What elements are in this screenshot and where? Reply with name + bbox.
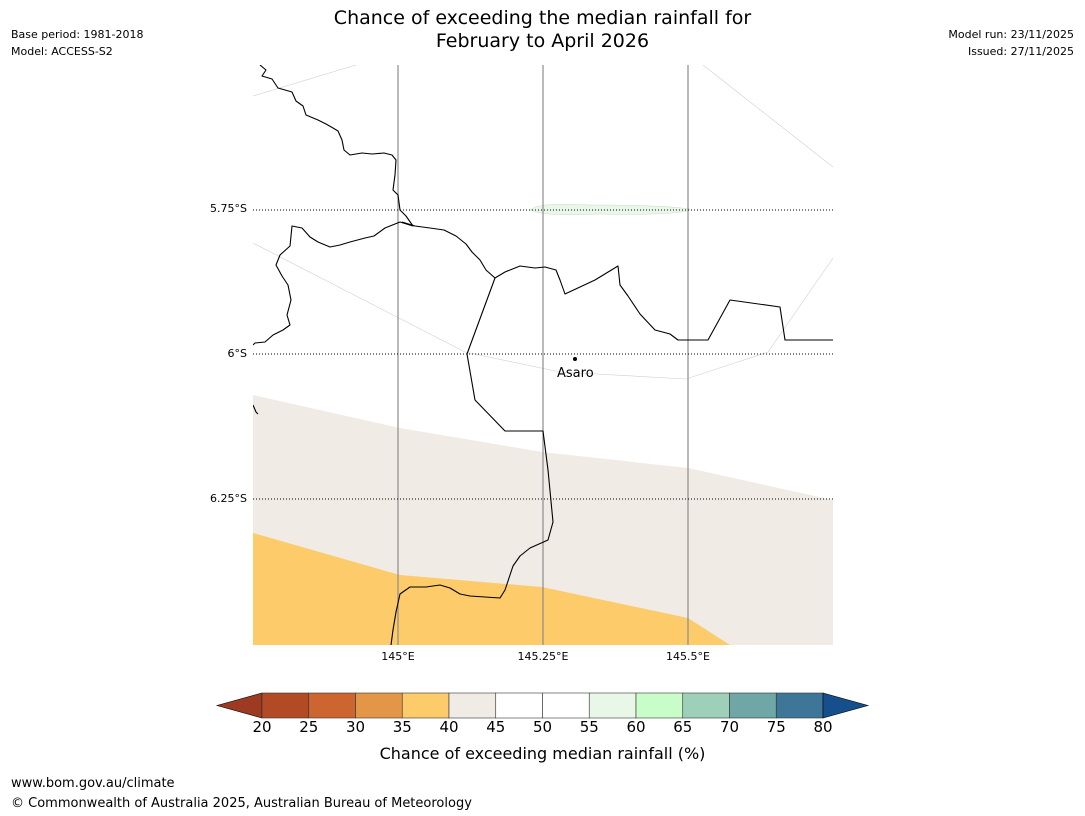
colorbar-segment-25-30 (308, 692, 356, 719)
colorbar-segment-55-60 (588, 692, 637, 719)
colorbar-segment-50-55 (542, 692, 590, 719)
colorbar-tick-80: 80 (813, 718, 833, 736)
colorbar-segment-65-70 (682, 692, 730, 719)
colorbar-tick-20: 20 (252, 718, 272, 736)
colorbar-tick-60: 60 (626, 718, 646, 736)
colorbar-segment-35-40 (401, 692, 450, 719)
longitude-gridlines (397, 65, 689, 645)
title-line-1: Chance of exceeding the median rainfall … (333, 7, 752, 29)
lat-label-6-25: 6.25°S (210, 492, 247, 505)
colorbar-tick-25: 25 (299, 718, 319, 736)
colorbar-extend-high (822, 692, 870, 719)
colorbar-tick-65: 65 (673, 718, 693, 736)
colorbar-segment-60-65 (635, 692, 684, 719)
header-metadata-left: Base period: 1981-2018 Model: ACCESS-S2 (11, 26, 143, 60)
colorbar-segment-30-35 (355, 692, 403, 719)
lon-label-145-5: 145.5°E (666, 650, 710, 663)
latitude-gridlines (253, 209, 833, 500)
colorbar-tick-50: 50 (532, 718, 553, 736)
thin-contour-lines (253, 65, 833, 380)
model-text: Model: ACCESS-S2 (11, 45, 113, 58)
colorbar-extend-low (215, 692, 263, 719)
header-metadata-right: Model run: 23/11/2025 Issued: 27/11/2025 (948, 26, 1074, 60)
lat-label-5-75: 5.75°S (210, 202, 247, 215)
colorbar-tick-55: 55 (579, 718, 599, 736)
base-period-text: Base period: 1981-2018 (11, 28, 144, 41)
title-line-2: February to April 2026 (435, 30, 650, 52)
lat-label-6: 6°S (227, 347, 247, 360)
model-run-text: Model run: 23/11/2025 (948, 28, 1074, 41)
colorbar-tick-70: 70 (719, 718, 740, 736)
colorbar-segment-20-25 (261, 692, 310, 719)
lon-label-145-25: 145.25°E (517, 650, 569, 663)
colorbar-tick-45: 45 (486, 718, 506, 736)
lon-label-145: 145°E (381, 650, 415, 663)
colorbar-segment-45-50 (495, 692, 543, 719)
footer-copyright: © Commonwealth of Australia 2025, Austra… (11, 796, 472, 811)
colorbar-label: Chance of exceeding median rainfall (%) (379, 744, 706, 763)
colorbar-tick-30: 30 (345, 718, 366, 736)
colorbar (215, 692, 870, 719)
colorbar-tick-40: 40 (439, 718, 459, 736)
colorbar-tick-75: 75 (766, 718, 786, 736)
asaro-marker (573, 357, 577, 361)
colorbar-segment-40-45 (448, 692, 497, 719)
colorbar-segment-75-80 (775, 692, 824, 719)
issued-text: Issued: 27/11/2025 (967, 45, 1074, 58)
region-35-40 (253, 533, 730, 645)
footer-website: www.bom.gov.au/climate (11, 776, 175, 791)
town-label-asaro: Asaro (557, 366, 594, 381)
colorbar-tick-35: 35 (392, 718, 412, 736)
colorbar-segment-70-75 (729, 692, 777, 719)
map-title: Chance of exceeding the median rainfall … (0, 7, 1085, 53)
province-boundaries (253, 65, 833, 645)
